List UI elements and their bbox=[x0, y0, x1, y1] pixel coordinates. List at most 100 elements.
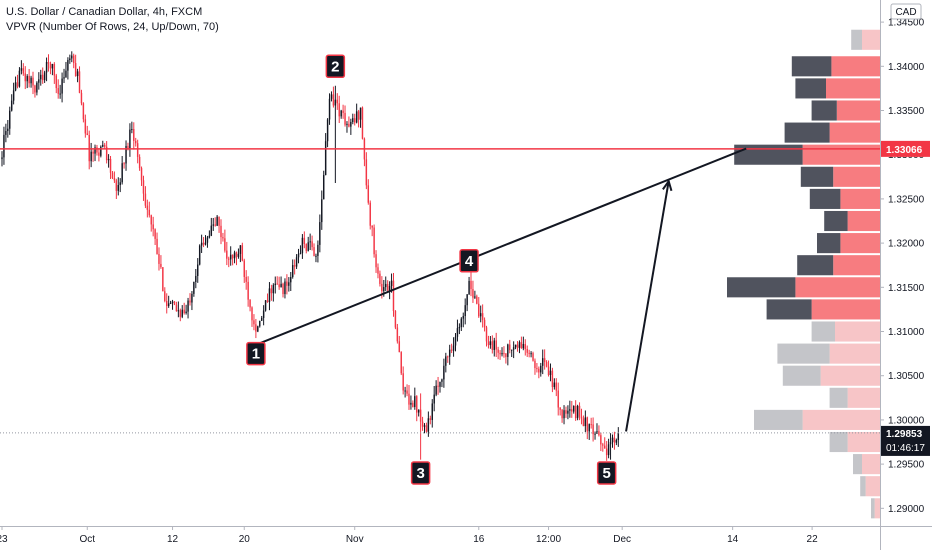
candle-body bbox=[613, 437, 616, 443]
pattern-point-5[interactable]: 5 bbox=[596, 461, 617, 485]
candle bbox=[251, 306, 253, 327]
candle-body bbox=[57, 88, 59, 94]
candle bbox=[202, 237, 205, 248]
candle bbox=[142, 175, 145, 201]
candle bbox=[419, 393, 422, 460]
candle-body bbox=[433, 394, 435, 404]
candle bbox=[94, 144, 96, 162]
candle bbox=[468, 276, 470, 295]
candle bbox=[179, 308, 182, 322]
volume-row bbox=[871, 498, 880, 519]
candle bbox=[220, 219, 222, 245]
candle bbox=[156, 232, 158, 255]
last-price-box bbox=[881, 425, 930, 456]
chart-title: U.S. Dollar / Canadian Dollar, 4h, FXCM bbox=[6, 6, 203, 18]
candle-body bbox=[379, 273, 381, 284]
candle-body bbox=[133, 129, 135, 141]
candle-body bbox=[605, 448, 608, 456]
candle bbox=[423, 423, 426, 434]
pattern-point-2[interactable]: 2 bbox=[325, 54, 346, 79]
candle-body bbox=[90, 151, 92, 162]
candle bbox=[555, 378, 558, 397]
time-axis[interactable] bbox=[0, 526, 932, 550]
volume-row bbox=[777, 343, 880, 364]
candle bbox=[437, 376, 439, 395]
candle bbox=[615, 438, 618, 446]
candle bbox=[452, 337, 455, 357]
pattern-label: 3 bbox=[416, 465, 424, 482]
candle bbox=[255, 318, 257, 339]
candle bbox=[514, 344, 517, 350]
candle-body bbox=[200, 242, 203, 246]
candle-body bbox=[71, 55, 73, 59]
candle-body bbox=[565, 410, 567, 414]
candle-body bbox=[501, 353, 503, 355]
candle-body bbox=[516, 344, 519, 348]
volume-profile bbox=[727, 29, 880, 519]
pattern-point-3[interactable]: 3 bbox=[410, 461, 431, 485]
candle-body bbox=[291, 265, 294, 278]
volume-bar-up bbox=[824, 210, 848, 232]
candle bbox=[214, 217, 216, 227]
candle-body bbox=[417, 409, 420, 413]
indicator-label[interactable]: VPVR (Number Of Rows, 24, Up/Down, 70) bbox=[6, 21, 219, 33]
price-label-text: 1.33066 bbox=[886, 145, 923, 156]
pattern-point-4[interactable]: 4 bbox=[459, 249, 479, 273]
candle bbox=[450, 343, 453, 354]
candle-body bbox=[181, 309, 183, 317]
trend-line[interactable] bbox=[255, 147, 747, 346]
candle-body bbox=[512, 347, 515, 350]
candle bbox=[311, 235, 313, 251]
candle bbox=[231, 254, 234, 266]
currency-badge[interactable]: CAD bbox=[890, 3, 922, 20]
candle bbox=[34, 84, 36, 98]
candle bbox=[299, 245, 302, 255]
candle bbox=[578, 402, 581, 421]
pattern-badge bbox=[596, 461, 617, 485]
candle bbox=[162, 267, 164, 292]
candle bbox=[584, 410, 587, 433]
candle-body bbox=[198, 245, 201, 265]
price-tick-label: 1.31500 bbox=[888, 283, 925, 294]
candle bbox=[257, 325, 259, 333]
candle bbox=[353, 113, 356, 126]
pattern-point-1[interactable]: 1 bbox=[246, 341, 266, 366]
volume-bar-down bbox=[795, 277, 880, 298]
candle bbox=[123, 162, 125, 169]
candle-body bbox=[115, 180, 118, 191]
candle-body bbox=[520, 342, 523, 349]
candle-body bbox=[96, 147, 98, 153]
price-axis[interactable] bbox=[880, 0, 932, 550]
candle-body bbox=[307, 242, 309, 251]
candle-body bbox=[214, 224, 216, 226]
candle bbox=[445, 352, 447, 373]
candle bbox=[371, 225, 373, 237]
projection-arrow[interactable] bbox=[625, 178, 673, 432]
candle bbox=[61, 72, 63, 103]
volume-bar-down bbox=[829, 343, 880, 364]
candle-body bbox=[268, 288, 271, 303]
candle-body bbox=[10, 100, 13, 111]
candle-body bbox=[74, 63, 77, 77]
candle bbox=[28, 69, 30, 88]
candle-body bbox=[340, 110, 342, 117]
volume-row bbox=[766, 299, 880, 320]
volume-bar-down bbox=[829, 122, 880, 143]
candle bbox=[187, 297, 189, 319]
candle bbox=[532, 351, 534, 362]
volume-bar-down bbox=[847, 210, 880, 232]
candle bbox=[350, 118, 352, 135]
candle-body bbox=[609, 442, 612, 445]
candle bbox=[317, 240, 319, 263]
candle-body bbox=[241, 245, 244, 261]
volume-bar-down bbox=[831, 56, 880, 77]
candle-body bbox=[319, 222, 321, 245]
candle bbox=[78, 66, 81, 94]
candle bbox=[559, 407, 561, 416]
candle-body bbox=[290, 277, 292, 283]
pattern-label: 2 bbox=[331, 58, 339, 75]
candle bbox=[229, 246, 232, 266]
time-tick-label: 12:00 bbox=[536, 534, 561, 545]
candle-body bbox=[216, 216, 218, 226]
